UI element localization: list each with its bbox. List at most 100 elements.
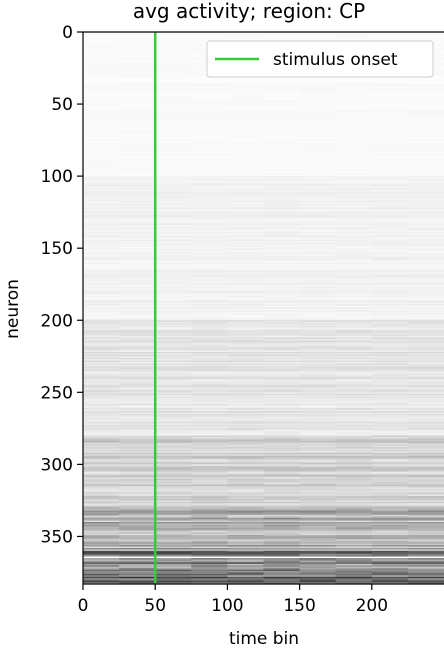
heatmap-cell [227,98,265,101]
heatmap-cell [191,210,228,213]
heatmap-cell [299,500,337,503]
heatmap-cell [155,49,192,52]
heatmap-cell [83,104,120,106]
heatmap-cell [407,278,444,281]
heatmap-cell [335,330,373,333]
heatmap-cell [119,181,156,184]
heatmap-cell [191,537,228,540]
heatmap-cell [155,380,192,383]
heatmap-cell [83,171,120,174]
heatmap-cell [407,261,444,263]
heatmap-cell [371,387,409,390]
heatmap-cell [371,255,409,258]
heatmap-cell [191,366,228,369]
heatmap-cell [299,82,337,85]
heatmap-cell [119,340,156,343]
heatmap-cell [83,70,120,73]
heatmap-cell [227,527,265,530]
heatmap-cell [191,220,228,223]
heatmap-cell [407,197,444,200]
heatmap-cell [407,184,444,187]
heatmap-cell [371,389,409,392]
heatmap-cell [119,42,156,44]
heatmap-cell [335,85,373,88]
heatmap-cell [407,566,444,569]
heatmap-cell [371,474,409,477]
heatmap-cell [191,436,228,439]
heatmap-cell [263,259,301,262]
heatmap-cell [335,442,373,445]
heatmap-cell [191,294,228,297]
heatmap-cell [83,477,120,480]
heatmap-cell [299,504,337,507]
heatmap-cell [335,530,373,533]
heatmap-cell [263,243,301,246]
heatmap-cell [263,142,301,145]
heatmap-cell [191,321,228,324]
heatmap-cell [155,233,192,236]
heatmap-cell [155,333,192,336]
heatmap-cell [155,170,192,173]
heatmap-cell [335,174,373,177]
heatmap-cell [155,98,192,101]
heatmap-cell [155,323,192,325]
heatmap-cell [335,258,373,261]
heatmap-cell [191,478,228,481]
heatmap-cell [191,487,228,490]
heatmap-cell [191,507,228,510]
heatmap-cell [227,451,265,454]
heatmap-cell [155,478,192,481]
heatmap-cell [227,295,265,298]
heatmap-cell [335,558,373,560]
heatmap-cell [155,176,192,178]
heatmap-cell [263,341,301,344]
heatmap-cell [119,158,156,161]
heatmap-cell [191,239,228,242]
heatmap-cell [299,142,337,145]
heatmap-cell [407,532,444,534]
heatmap-cell [191,147,228,150]
heatmap-cell [119,176,156,178]
heatmap-cell [335,350,373,353]
heatmap-cell [191,370,228,373]
heatmap-cell [335,96,373,99]
heatmap-cell [335,297,373,300]
heatmap-cell [227,409,265,412]
heatmap-cell [227,442,265,445]
heatmap-cell [155,576,192,579]
heatmap-cell [119,251,156,253]
heatmap-cell [299,483,337,485]
heatmap-cell [83,186,120,189]
heatmap-cell [119,248,156,251]
heatmap-cell [119,57,156,60]
heatmap-cell [119,86,156,89]
heatmap-cell [227,334,265,337]
heatmap-cell [191,464,228,467]
heatmap-cell [299,243,337,246]
heatmap-cell [335,310,373,312]
heatmap-cell [335,239,373,242]
heatmap-cell [119,356,156,359]
heatmap-cell [299,490,337,493]
heatmap-cell [119,506,156,509]
heatmap-cell [227,213,265,216]
heatmap-cell [371,122,409,125]
heatmap-cell [371,560,409,563]
heatmap-cell [227,39,265,42]
heatmap-cell [191,460,228,462]
heatmap-cell [191,349,228,351]
heatmap-cell [299,569,337,572]
heatmap-cell [263,300,301,302]
heatmap-cell [335,278,373,281]
heatmap-cell [335,268,373,271]
heatmap-cell [227,421,265,423]
heatmap-cell [299,424,337,426]
heatmap-cell [191,517,228,520]
heatmap-cell [227,498,265,501]
heatmap-cell [335,202,373,204]
heatmap-cell [299,340,337,343]
heatmap-cell [407,533,444,536]
heatmap-cell [227,426,265,429]
heatmap-cell [155,383,192,386]
heatmap-cell [335,145,373,148]
